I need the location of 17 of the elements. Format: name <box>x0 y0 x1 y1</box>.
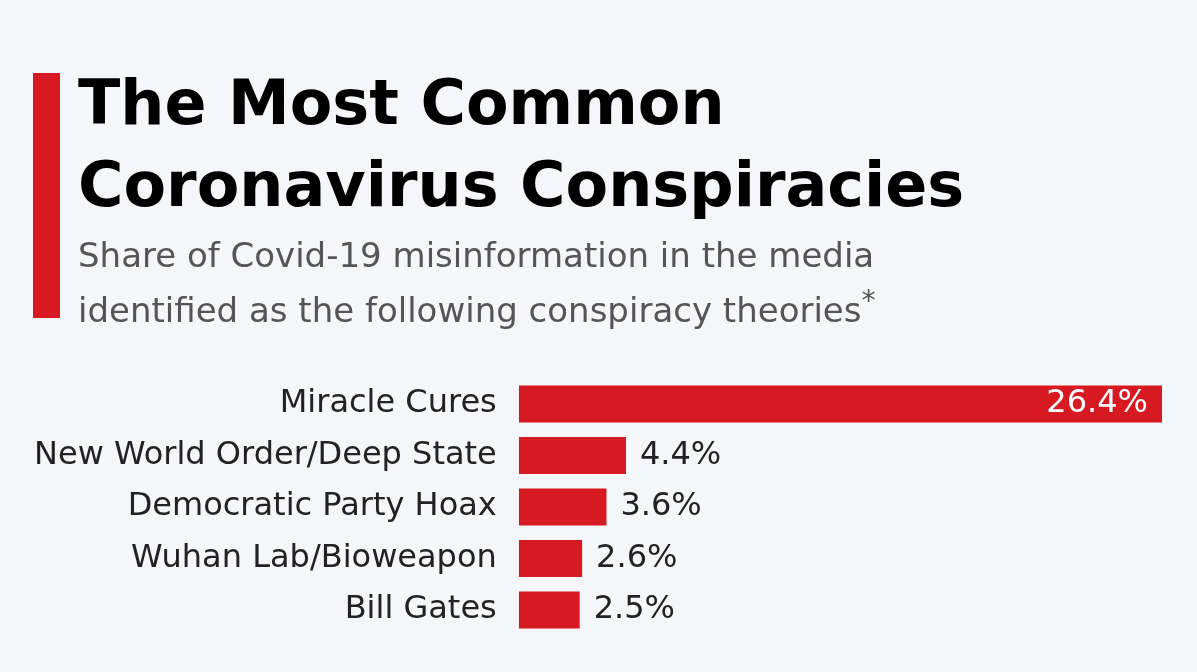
y-tick-label: Democratic Party Hoax <box>127 485 497 524</box>
data-label: 26.4% <box>1046 382 1148 421</box>
bar <box>518 591 580 629</box>
chart-subtitle: Share of Covid-19 misinformation in the media identified as the following conspiracy theories$^{*}$ <box>78 234 877 333</box>
y-tick-label: Wuhan Lab/Bioweapon <box>131 536 497 575</box>
bar <box>518 488 607 526</box>
data-label: 2.6% <box>596 536 678 575</box>
bar <box>518 539 583 578</box>
bar <box>518 385 1162 423</box>
data-label: 2.5% <box>593 588 675 627</box>
y-tick-label: Miracle Cures <box>279 382 497 421</box>
bar <box>518 436 626 475</box>
chart-title: The Most Common Coronavirus Conspiracies <box>78 65 966 223</box>
y-tick-label: New World Order/Deep State <box>34 433 497 472</box>
data-label: 4.4% <box>639 433 722 472</box>
y-tick-label: Bill Gates <box>344 588 497 627</box>
data-label: 3.6% <box>620 485 702 524</box>
